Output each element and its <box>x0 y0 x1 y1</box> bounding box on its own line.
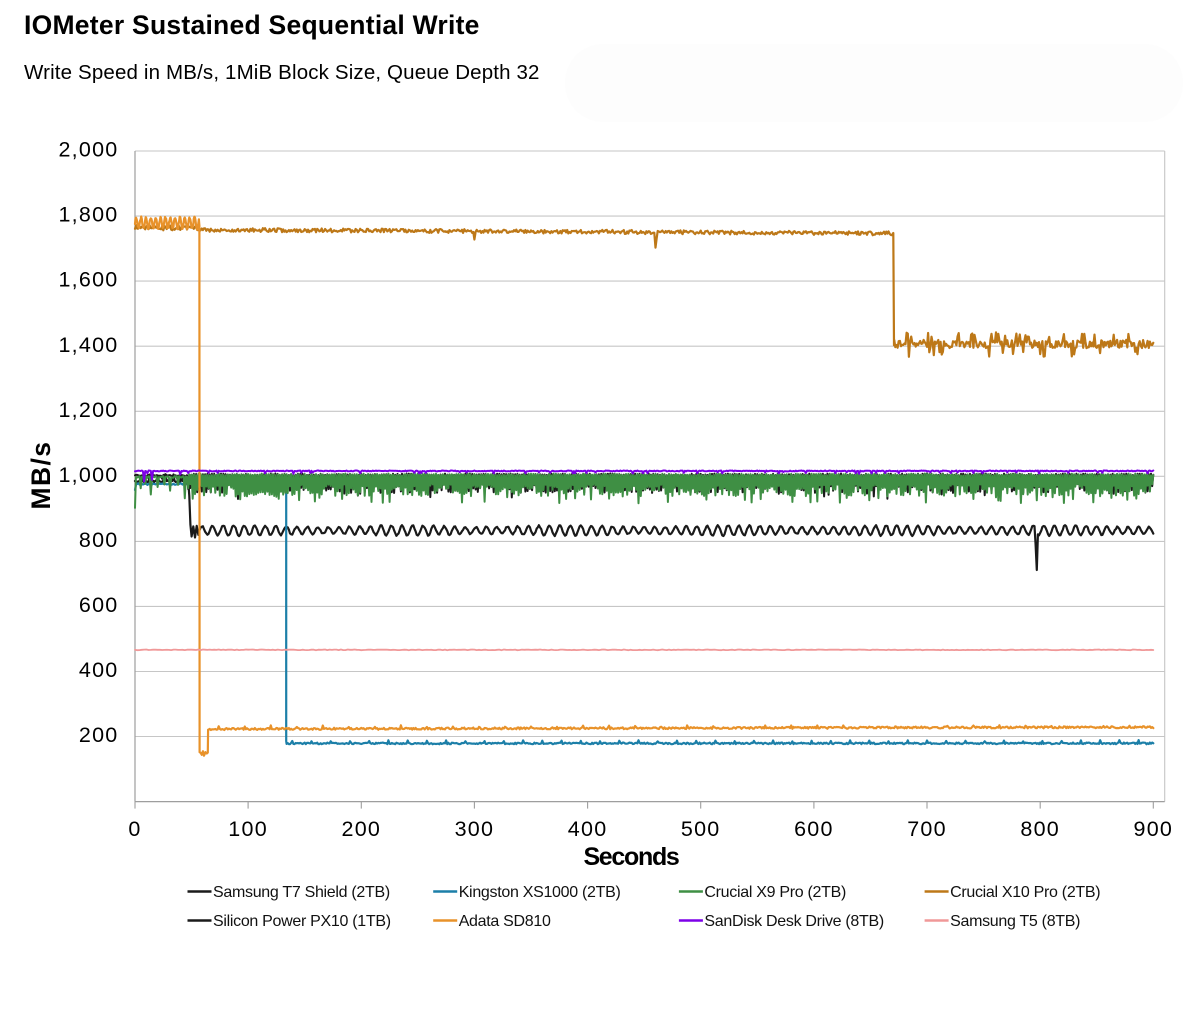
svg-text:Crucial X9 Pro (2TB): Crucial X9 Pro (2TB) <box>704 884 846 901</box>
svg-text:500: 500 <box>681 817 721 841</box>
svg-text:100: 100 <box>228 817 268 841</box>
svg-text:Samsung T5 (8TB): Samsung T5 (8TB) <box>950 913 1080 930</box>
svg-text:1,800: 1,800 <box>58 203 118 227</box>
svg-text:800: 800 <box>79 528 119 552</box>
svg-text:200: 200 <box>341 817 381 841</box>
svg-text:1,400: 1,400 <box>58 333 118 357</box>
svg-text:1,600: 1,600 <box>58 268 118 292</box>
svg-text:900: 900 <box>1133 817 1173 841</box>
svg-text:1,200: 1,200 <box>58 398 118 422</box>
svg-text:Seconds: Seconds <box>583 843 678 871</box>
svg-text:2,000: 2,000 <box>58 138 118 162</box>
svg-text:600: 600 <box>79 593 119 617</box>
svg-text:Kingston XS1000 (2TB): Kingston XS1000 (2TB) <box>459 884 621 901</box>
svg-text:400: 400 <box>568 817 608 841</box>
svg-text:700: 700 <box>907 817 947 841</box>
svg-text:400: 400 <box>79 658 119 682</box>
svg-text:0: 0 <box>128 817 141 841</box>
svg-text:300: 300 <box>455 817 495 841</box>
svg-text:Crucial X10 Pro (2TB): Crucial X10 Pro (2TB) <box>950 884 1100 901</box>
svg-text:Adata SD810: Adata SD810 <box>459 913 551 930</box>
svg-text:Silicon Power PX10 (1TB): Silicon Power PX10 (1TB) <box>213 913 391 930</box>
svg-text:200: 200 <box>79 723 119 747</box>
svg-text:MB/s: MB/s <box>26 441 56 510</box>
svg-text:Samsung T7 Shield (2TB): Samsung T7 Shield (2TB) <box>213 884 390 901</box>
svg-text:600: 600 <box>794 817 834 841</box>
svg-text:SanDisk Desk Drive (8TB): SanDisk Desk Drive (8TB) <box>704 913 884 930</box>
svg-text:1,000: 1,000 <box>58 463 118 487</box>
svg-text:800: 800 <box>1020 817 1060 841</box>
